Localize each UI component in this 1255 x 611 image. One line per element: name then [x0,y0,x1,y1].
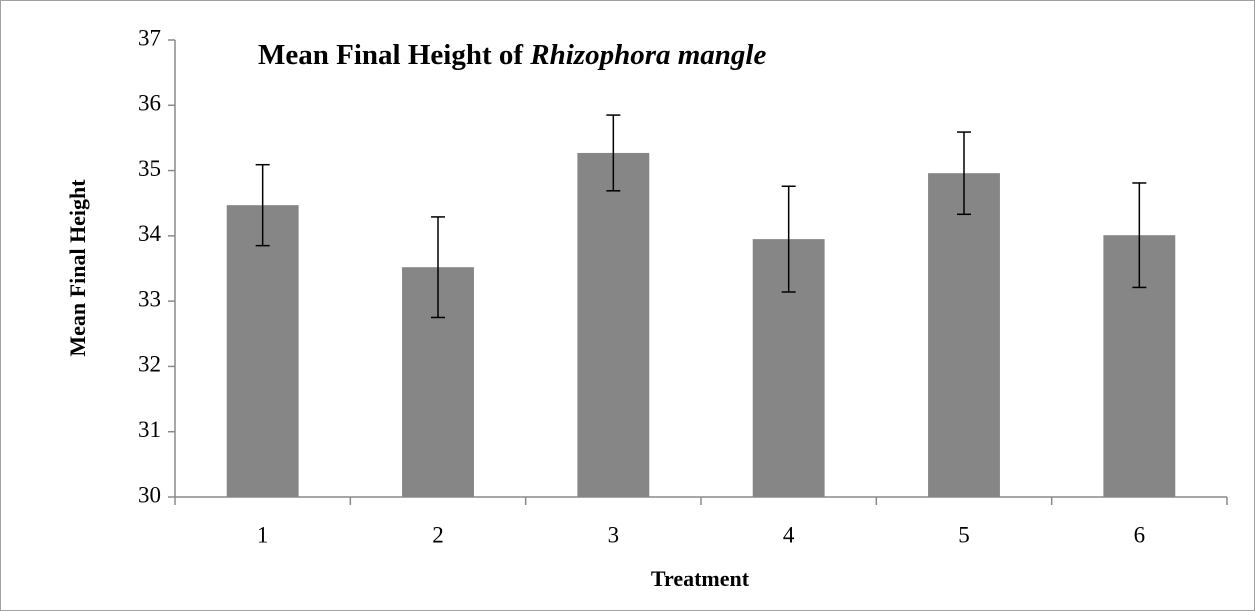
y-tick-label: 31 [138,417,161,442]
y-axis-label: Mean Final Height [65,179,90,357]
title-italic: Rhizophora mangle [529,39,766,71]
y-tick-label: 37 [138,25,161,50]
y-tick-label: 35 [138,156,161,181]
y-tick-label: 33 [138,286,161,311]
y-tick-label: 34 [138,221,162,246]
x-tick-label: 1 [257,522,269,547]
y-tick-label: 32 [138,352,161,377]
x-tick-label: 5 [958,522,970,547]
y-tick-label: 36 [138,91,161,116]
bar [928,173,1000,497]
title-text: Mean Final Height of [258,39,523,71]
x-tick-label: 3 [608,522,620,547]
bar [577,152,650,498]
bar [226,205,299,497]
x-axis-label: Treatment [651,566,750,591]
chart-title: Mean Final Height of Rhizophora mangle [258,39,766,71]
y-tick-label: 30 [138,482,161,507]
x-tick-label: 6 [1134,522,1146,547]
x-tick-label: 4 [783,522,795,547]
x-tick-label: 2 [432,522,444,547]
